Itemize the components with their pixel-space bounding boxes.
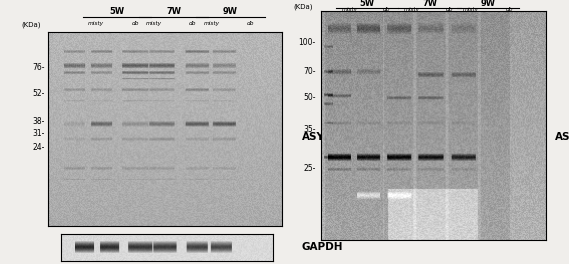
Text: 50-: 50-	[303, 93, 316, 102]
Text: 24-: 24-	[32, 143, 44, 152]
Text: 100-: 100-	[299, 38, 316, 47]
Text: 5W: 5W	[109, 7, 124, 16]
Text: misty: misty	[463, 7, 479, 12]
Text: 25-: 25-	[303, 164, 316, 173]
Text: misty: misty	[404, 7, 420, 12]
Text: misty: misty	[204, 21, 220, 26]
Text: ASYM24: ASYM24	[555, 132, 569, 142]
Text: 7W: 7W	[166, 7, 181, 16]
Text: misty: misty	[341, 7, 357, 12]
Text: db: db	[131, 21, 139, 26]
Text: misty: misty	[88, 21, 104, 26]
Text: ASYM24: ASYM24	[302, 132, 349, 142]
Text: 52-: 52-	[32, 89, 44, 98]
Text: db: db	[446, 7, 453, 12]
Text: 35-: 35-	[303, 125, 316, 134]
Text: db: db	[383, 7, 391, 12]
Text: 76-: 76-	[32, 63, 44, 72]
Text: (KDa): (KDa)	[294, 3, 313, 10]
Text: (KDa): (KDa)	[22, 22, 41, 28]
Text: GAPDH: GAPDH	[302, 242, 343, 252]
Text: db: db	[506, 7, 514, 12]
Text: 9W: 9W	[481, 0, 496, 8]
Text: misty: misty	[146, 21, 162, 26]
Text: 31-: 31-	[32, 129, 44, 138]
Text: 5W: 5W	[360, 0, 374, 8]
Text: 9W: 9W	[223, 7, 238, 16]
Text: 38-: 38-	[32, 117, 44, 126]
Text: 7W: 7W	[422, 0, 437, 8]
Text: db: db	[246, 21, 254, 26]
Text: 70-: 70-	[303, 67, 316, 76]
Text: db: db	[188, 21, 196, 26]
